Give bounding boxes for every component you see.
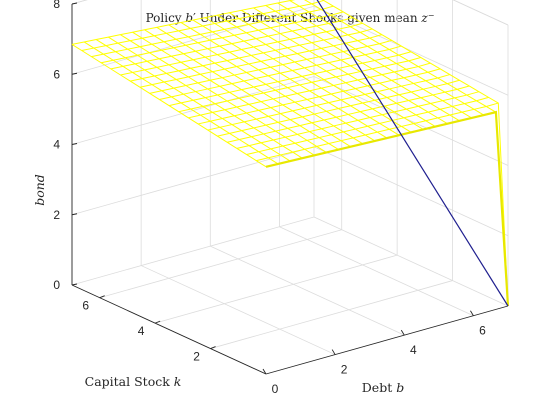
y-tick-mark xyxy=(99,295,105,299)
surface-front-edge xyxy=(265,110,510,307)
z-tick-mark xyxy=(71,213,78,216)
y-axis-label: Capital Stock k xyxy=(85,374,182,389)
surface-mesh-line xyxy=(253,7,448,125)
z-tick-label: 8 xyxy=(53,0,60,11)
surface-mesh-line xyxy=(83,41,279,165)
floor-gridline xyxy=(99,229,342,299)
surface-mesh-line xyxy=(144,29,339,150)
chart-title: Policy b′ Under Different Shocks given m… xyxy=(146,11,435,26)
x-axis-line xyxy=(265,305,509,375)
y-axis-line xyxy=(71,284,267,375)
z-tick-label: 4 xyxy=(53,138,60,152)
surface-mesh-line xyxy=(216,14,412,133)
z-tick-mark xyxy=(71,143,78,145)
surface-mesh-line xyxy=(304,0,497,113)
z-axis-label: bond xyxy=(32,174,47,206)
y-tick-mark xyxy=(210,346,216,349)
surface-mesh-line xyxy=(321,0,509,307)
side-wall-gridline xyxy=(313,5,509,96)
z-tick-label: 2 xyxy=(53,208,60,222)
surface-mesh-line xyxy=(277,2,472,119)
surface-mesh-line xyxy=(132,31,327,153)
z-tick-mark xyxy=(71,72,78,75)
floor-gridline xyxy=(210,280,453,349)
background-grid xyxy=(71,0,509,375)
surface-mesh-line xyxy=(156,26,351,148)
surface-mesh-line xyxy=(241,9,436,127)
box-edge xyxy=(452,0,509,26)
surface-mesh-line xyxy=(95,39,291,162)
surface-plot xyxy=(71,0,510,307)
surface-mesh-line xyxy=(168,24,364,145)
axes xyxy=(71,2,509,375)
z-tick-label: 6 xyxy=(53,67,60,81)
surface-mesh-line xyxy=(265,5,460,122)
surface-mesh-line xyxy=(71,43,267,168)
back-wall-gridline xyxy=(71,216,315,286)
floor-gridline xyxy=(155,254,398,324)
floor-gridline xyxy=(279,226,474,317)
x-axis-label: Debt b xyxy=(362,380,404,395)
z-tick-mark xyxy=(71,283,78,286)
x-tick-label: 4 xyxy=(410,343,417,357)
x-tick-mark xyxy=(331,349,336,355)
surface-mesh-line xyxy=(192,19,388,139)
y-tick-mark xyxy=(154,320,161,324)
tick-labels: 0 2 4 6 8 0 2 4 6 2 4 6 xyxy=(53,0,486,396)
x-tick-label: 0 xyxy=(272,382,279,396)
side-wall-gridline xyxy=(313,146,509,237)
z-tick-label: 0 xyxy=(53,278,60,292)
surface-mesh-line xyxy=(108,36,303,159)
surface-mesh-line xyxy=(229,12,424,130)
x-tick-label: 2 xyxy=(341,363,348,377)
back-wall-gridline xyxy=(71,146,315,216)
x-tick-mark xyxy=(400,329,405,336)
side-wall-gridline xyxy=(313,216,509,307)
surface-mesh-line xyxy=(289,0,485,116)
surface-mesh-line xyxy=(180,22,376,142)
x-tick-mark xyxy=(470,310,474,316)
surface-mesh-line xyxy=(120,34,315,156)
x-tick-label: 6 xyxy=(479,324,486,338)
side-wall-gridline xyxy=(313,76,509,166)
z-tick-mark xyxy=(71,2,78,5)
y-tick-label: 2 xyxy=(193,350,200,364)
surface-mesh-line xyxy=(204,17,400,136)
surface-drop-edge xyxy=(316,0,509,307)
floor-gridline xyxy=(140,265,336,355)
x-tick-mark xyxy=(262,368,267,375)
y-tick-label: 6 xyxy=(82,299,89,313)
y-tick-label: 4 xyxy=(138,324,145,338)
floor-gridline xyxy=(210,245,405,336)
